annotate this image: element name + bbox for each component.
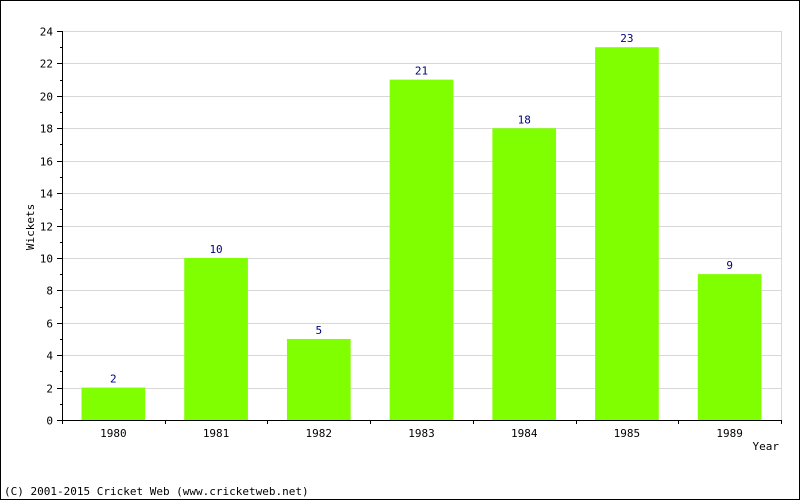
x-axis-label: Year [753,440,780,453]
y-tick-label-20: 20 [40,91,53,104]
y-tick-label-2: 2 [46,383,53,396]
axes [62,31,782,421]
data-labels: 2 10 5 21 18 23 9 [110,32,733,385]
bar-1989 [697,274,762,420]
data-label-1983: 21 [415,65,428,78]
data-label-1982: 5 [315,324,322,337]
bar-1981 [184,257,248,420]
copyright-footer: (C) 2001-2015 Cricket Web (www.cricketwe… [4,485,309,498]
x-tick-label-1989: 1989 [716,427,743,440]
x-tick-label-1980: 1980 [100,427,127,440]
y-tick-label-22: 22 [40,58,53,71]
bars [81,47,762,420]
x-tick-label-1982: 1982 [306,427,333,440]
y-axis-label: Wickets [24,204,37,250]
x-axis-ticks: 1980 1981 1982 1983 1984 1985 1989 [62,420,782,440]
data-label-1989: 9 [726,259,733,272]
bar-1984 [492,128,557,420]
x-tick-label-1983: 1983 [408,427,435,440]
bar-1980 [81,387,146,420]
y-tick-label-10: 10 [40,253,53,266]
y-tick-label-24: 24 [40,26,54,39]
bar-1982 [286,338,351,420]
y-tick-label-0: 0 [46,415,53,428]
y-tick-label-8: 8 [46,285,53,298]
x-tick-label-1981: 1981 [203,427,230,440]
y-tick-label-12: 12 [40,221,53,234]
data-label-1985: 23 [620,32,633,45]
y-tick-label-16: 16 [40,156,53,169]
data-label-1981: 10 [209,243,222,256]
y-tick-label-4: 4 [46,350,53,363]
data-label-1984: 18 [518,113,531,126]
bar-1985 [595,47,659,420]
y-tick-label-14: 14 [40,188,54,201]
y-tick-label-18: 18 [40,123,53,136]
y-tick-label-6: 6 [46,318,53,331]
bar-1983 [389,79,454,420]
x-tick-label-1985: 1985 [614,427,641,440]
x-tick-label-1984: 1984 [511,427,538,440]
data-label-1980: 2 [110,373,117,386]
